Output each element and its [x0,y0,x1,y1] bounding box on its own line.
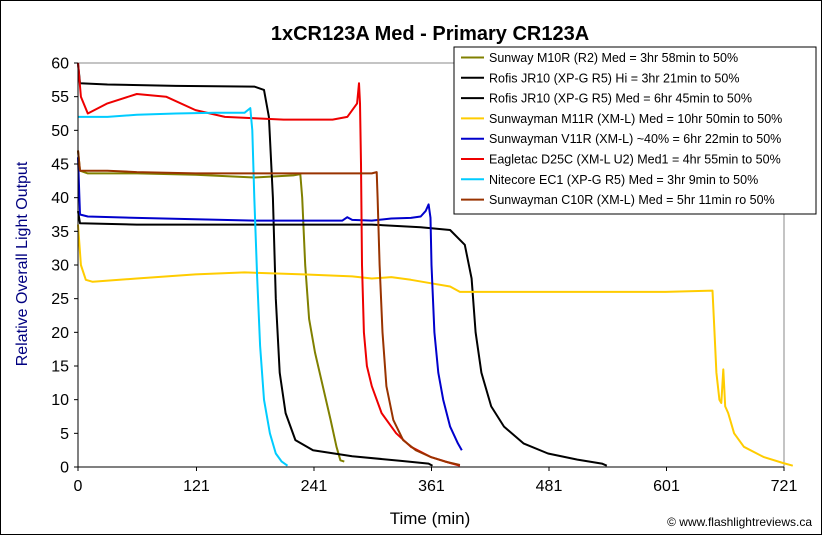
series-line-1 [77,150,345,463]
y-tick-label: 30 [51,258,69,275]
series-line-5 [77,157,463,451]
credit-text: © www.flashlightreviews.ca [667,515,812,529]
legend: Sunway M10R (R2) Med = 3hr 58min to 50% R… [453,46,817,215]
series-layer [77,62,794,467]
y-tick-label: 60 [51,56,69,73]
x-axis-title: Time (min) [390,509,471,528]
x-tick-label: 721 [771,478,798,495]
y-ticks: 0 5 10 15 20 25 30 35 40 45 50 55 60 [51,56,78,477]
x-tick-label: 601 [653,478,680,495]
legend-label-4: Sunwayman M11R (XM-L) Med = 10hr 50min t… [489,112,782,126]
y-tick-label: 15 [51,359,69,376]
series-line-8 [77,150,461,466]
y-tick-label: 40 [51,190,69,207]
x-tick-label: 481 [536,478,563,495]
y-tick-label: 45 [51,157,69,174]
legend-label-5: Sunwayman V11R (XM-L) ~40% = 6hr 22min t… [489,132,781,146]
series-line-2 [77,62,433,467]
y-tick-label: 0 [60,460,69,477]
legend-box [453,46,817,215]
series-line-4 [77,224,794,467]
legend-label-6: Eagletac D25C (XM-L U2) Med1 = 4hr 55min… [489,153,781,167]
legend-label-1: Sunway M10R (R2) Med = 3hr 58min to 50% [489,51,738,65]
series-line-3 [77,210,608,467]
y-axis-title: Relative Overall Light Output [14,161,31,366]
legend-label-3: Rofis JR10 (XP-G R5) Med = 6hr 45min to … [489,92,752,106]
y-tick-label: 5 [60,426,69,443]
y-tick-label: 20 [51,325,69,342]
legend-label-2: Rofis JR10 (XP-G R5) Hi = 3hr 21min to 5… [489,71,739,85]
legend-label-7: Nitecore EC1 (XP-G R5) Med = 3hr 9min to… [489,173,758,187]
x-ticks: 0 121 241 361 481 601 721 [74,467,798,495]
x-tick-label: 361 [418,478,445,495]
series-line-6 [77,62,461,467]
y-tick-label: 25 [51,291,69,308]
y-tick-label: 50 [51,123,69,140]
x-tick-label: 241 [301,478,328,495]
y-tick-label: 35 [51,224,69,241]
y-tick-label: 55 [51,89,69,106]
x-tick-label: 0 [74,478,83,495]
x-tick-label: 121 [183,478,210,495]
y-tick-label: 10 [51,392,69,409]
chart-title: 1xCR123A Med - Primary CR123A [271,23,589,45]
legend-label-8: Sunwayman C10R (XM-L) Med = 5hr 11min ro… [489,193,775,207]
series-line-7 [78,107,289,467]
